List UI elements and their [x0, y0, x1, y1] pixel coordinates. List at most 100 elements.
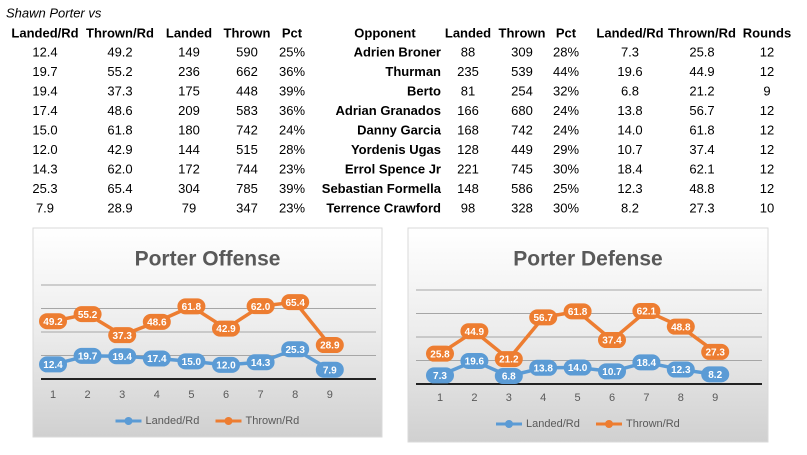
data-label-box	[666, 361, 695, 378]
data-label: 14.0	[568, 363, 588, 374]
data-label: 44.9	[465, 327, 485, 338]
data-label-box	[598, 332, 626, 349]
table-cell: 304	[178, 181, 200, 196]
x-tick-label: 3	[119, 389, 125, 401]
table-cell: 539	[511, 64, 533, 79]
table-cell: 98	[461, 200, 475, 215]
table-cell: 209	[178, 103, 200, 118]
table-cell: 149	[178, 44, 200, 59]
data-label: 28.9	[320, 341, 340, 352]
legend-marker	[505, 420, 513, 428]
data-label-box	[598, 363, 626, 380]
data-label: 61.8	[568, 307, 588, 318]
data-label-box	[142, 313, 171, 330]
table-cell: 19.6	[617, 64, 642, 79]
data-label-box	[73, 347, 102, 364]
x-tick-label: 5	[188, 389, 194, 401]
opponent-name: Adrien Broner	[354, 44, 441, 59]
data-label-box	[460, 323, 489, 340]
table-cell: 14.0	[617, 122, 642, 137]
data-label: 42.9	[216, 324, 236, 335]
opponent-name: Adrian Granados	[336, 103, 441, 118]
data-label: 55.2	[78, 310, 98, 321]
data-label: 8.2	[708, 370, 722, 381]
data-label: 21.2	[499, 355, 519, 366]
x-tick-label: 9	[712, 392, 718, 404]
table-header: Pct	[556, 25, 577, 40]
table-cell: 29%	[553, 142, 579, 157]
opponent-name: Danny Garcia	[357, 122, 442, 137]
table-header: Landed	[166, 25, 212, 40]
data-label-box	[563, 303, 592, 320]
table-cell: 235	[457, 64, 479, 79]
data-label-box	[177, 353, 206, 370]
table-cell: 25.8	[689, 44, 714, 59]
table-cell: 309	[511, 44, 533, 59]
data-label: 14.3	[251, 358, 271, 369]
data-label-box	[108, 348, 137, 365]
table-cell: 742	[511, 122, 533, 137]
table-cell: 742	[236, 122, 258, 137]
table-cell: 12	[760, 64, 774, 79]
data-label: 65.4	[285, 298, 305, 309]
table-cell: 12	[760, 161, 774, 176]
table-cell: 449	[511, 142, 533, 157]
data-label-box	[212, 320, 240, 337]
sheet-title: Shawn Porter vs	[6, 5, 102, 20]
table-cell: 10	[760, 200, 774, 215]
table-cell: 28.9	[107, 200, 132, 215]
legend-label: Landed/Rd	[526, 418, 580, 430]
table-cell: 12	[760, 122, 774, 137]
table-cell: 515	[236, 142, 258, 157]
x-tick-label: 7	[258, 389, 264, 401]
table-cell: 15.0	[32, 122, 57, 137]
data-label: 12.4	[43, 360, 63, 371]
table-cell: 14.3	[32, 161, 57, 176]
data-label-box	[460, 352, 489, 369]
data-label: 19.6	[465, 357, 485, 368]
table-cell: 254	[511, 83, 533, 98]
table-cell: 30%	[553, 161, 579, 176]
data-label: 19.7	[78, 351, 98, 362]
data-label: 25.3	[285, 345, 305, 356]
table-cell: 12	[760, 181, 774, 196]
table-cell: 44.9	[689, 64, 714, 79]
table-cell: 88	[461, 44, 475, 59]
table-cell: 785	[236, 181, 258, 196]
data-label-box	[701, 366, 730, 383]
table-cell: 27.3	[689, 200, 714, 215]
table-cell: 30%	[553, 200, 579, 215]
opponent-name: Terrence Crawford	[326, 200, 441, 215]
data-label: 6.8	[502, 372, 516, 383]
opponent-name: Berto	[407, 83, 441, 98]
data-label-box	[563, 359, 592, 376]
chart-title: Porter Offense	[135, 248, 281, 271]
table-cell: 172	[178, 161, 200, 176]
data-label-box	[281, 294, 310, 311]
chart-title: Porter Defense	[513, 248, 662, 271]
data-label-box	[426, 367, 454, 384]
table-header: Thrown	[224, 25, 271, 40]
x-tick-label: 5	[575, 392, 581, 404]
table-cell: 12	[760, 103, 774, 118]
table-cell: 19.4	[32, 83, 57, 98]
x-tick-label: 9	[327, 389, 333, 401]
table-cell: 744	[236, 161, 258, 176]
table-cell: 18.4	[617, 161, 642, 176]
data-label: 62.0	[251, 302, 271, 313]
data-label-box	[666, 318, 695, 335]
legend-label: Landed/Rd	[146, 415, 200, 427]
table-cell: 39%	[279, 181, 305, 196]
x-tick-label: 4	[540, 392, 546, 404]
table-header: Thrown	[499, 25, 546, 40]
table-cell: 175	[178, 83, 200, 98]
table-cell: 25.3	[32, 181, 57, 196]
table-header: Landed/Rd	[11, 25, 78, 40]
table-cell: 448	[236, 83, 258, 98]
table-cell: 24%	[553, 122, 579, 137]
table-cell: 37.4	[689, 142, 714, 157]
table-cell: 37.3	[107, 83, 132, 98]
data-label-box	[39, 356, 67, 373]
